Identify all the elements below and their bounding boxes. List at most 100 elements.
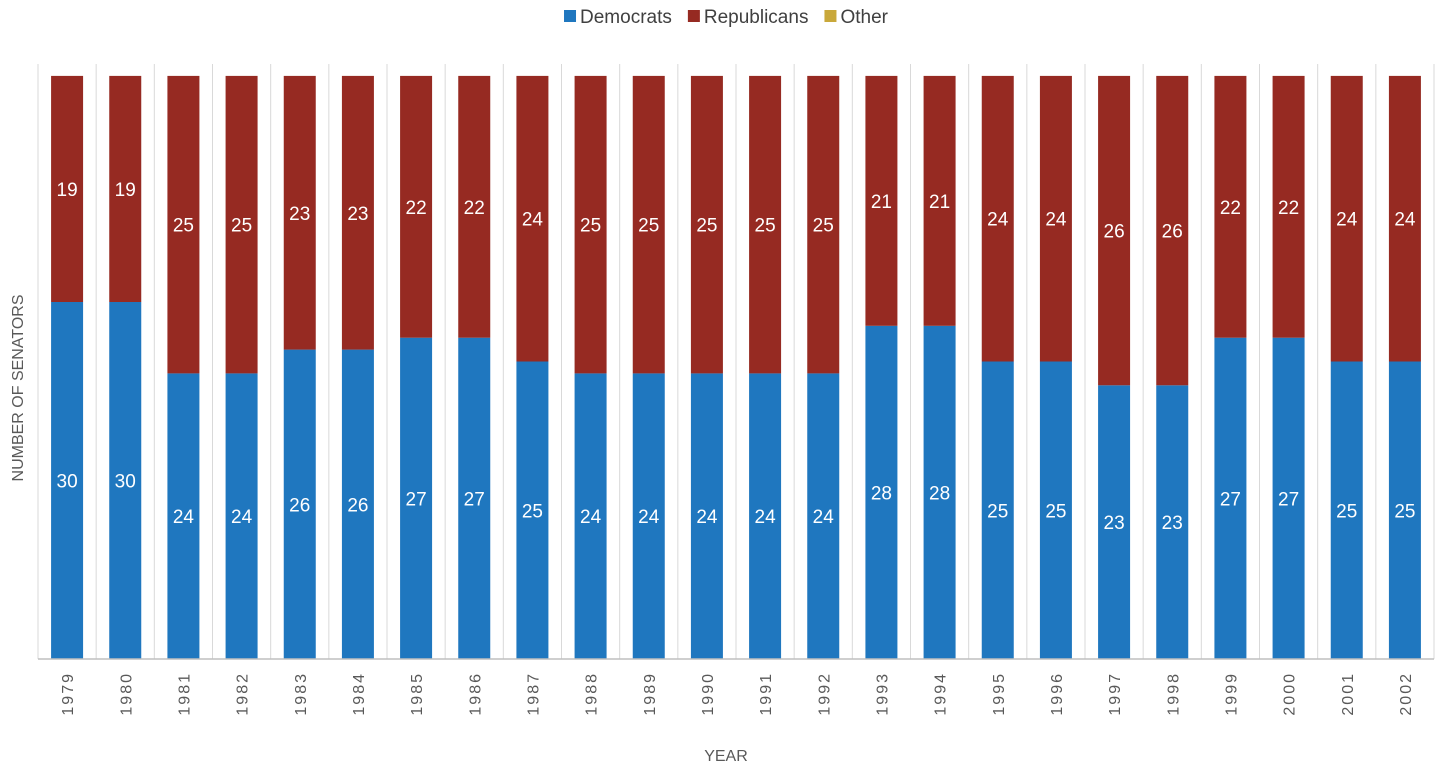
legend-swatch-republicans <box>687 10 700 22</box>
bar-democrats-1988 <box>574 373 607 659</box>
data-label-republicans-1989: 25 <box>638 216 659 237</box>
x-tick-label-1993: 1993 <box>874 672 891 716</box>
data-label-republicans-1988: 25 <box>580 216 601 237</box>
bar-republicans-1990 <box>690 75 723 374</box>
x-tick-label-1994: 1994 <box>933 672 950 716</box>
bar-republicans-1985 <box>400 75 433 338</box>
bar-democrats-1987 <box>516 361 549 659</box>
bar-democrats-1989 <box>632 373 665 659</box>
data-label-democrats-1990: 24 <box>696 507 718 528</box>
bar-democrats-1982 <box>225 373 258 659</box>
bar-republicans-1986 <box>458 75 491 338</box>
data-label-republicans-2000: 22 <box>1278 198 1299 219</box>
x-tick-label-1979: 1979 <box>60 672 77 716</box>
data-label-democrats-1981: 24 <box>173 507 195 528</box>
data-label-democrats-1993: 28 <box>871 483 892 504</box>
x-axis-title: YEAR <box>704 748 748 765</box>
x-tick-label-1986: 1986 <box>467 672 484 716</box>
data-label-republicans-1994: 21 <box>929 192 950 213</box>
x-tick-label-1984: 1984 <box>351 672 368 716</box>
data-label-republicans-1997: 26 <box>1104 222 1125 243</box>
data-label-democrats-1997: 23 <box>1104 513 1125 534</box>
bar-republicans-1998 <box>1156 75 1189 386</box>
bar-democrats-1998 <box>1156 385 1189 659</box>
bar-democrats-1994 <box>923 325 956 659</box>
x-tick-label-1997: 1997 <box>1107 672 1124 716</box>
data-label-democrats-2000: 27 <box>1278 489 1299 510</box>
legend-label-democrats: Democrats <box>580 7 672 28</box>
bar-democrats-1993 <box>865 325 898 659</box>
x-tick-label-1983: 1983 <box>293 672 310 716</box>
x-tick-label-2002: 2002 <box>1398 672 1415 716</box>
bar-democrats-2000 <box>1272 337 1305 659</box>
bar-republicans-1979 <box>51 75 84 303</box>
x-tick-label-1989: 1989 <box>642 672 659 716</box>
data-label-democrats-1996: 25 <box>1045 501 1066 522</box>
data-label-republicans-2002: 24 <box>1394 210 1416 231</box>
data-label-republicans-1992: 25 <box>813 216 834 237</box>
bar-republicans-1994 <box>923 75 956 326</box>
data-labels: 30 19 30 19 24 25 24 25 26 23 26 23 27 22 27 22 25 24 24 25… <box>57 180 1416 534</box>
data-label-republicans-1980: 19 <box>115 180 136 201</box>
bar-democrats-1983 <box>283 349 316 659</box>
data-label-republicans-1991: 25 <box>755 216 776 237</box>
data-label-republicans-1993: 21 <box>871 192 892 213</box>
legend-swatch-other <box>824 10 837 22</box>
bar-democrats-1996 <box>1039 361 1072 659</box>
legend-swatch-democrats <box>564 10 577 22</box>
bar-republicans-1997 <box>1098 75 1131 386</box>
data-label-democrats-1998: 23 <box>1162 513 1183 534</box>
bar-democrats-1985 <box>400 337 433 659</box>
bar-republicans-1991 <box>749 75 782 374</box>
x-tick-labels: 1979 1980 1981 1982 1983 1984 1985 1986 1987 1988… <box>60 672 1415 716</box>
data-label-republicans-1996: 24 <box>1045 210 1067 231</box>
bar-democrats-1997 <box>1098 385 1131 659</box>
data-label-democrats-2002: 25 <box>1394 501 1415 522</box>
x-tick-label-1991: 1991 <box>758 672 775 716</box>
bar-democrats-2001 <box>1330 361 1363 659</box>
x-tick-label-1985: 1985 <box>409 672 426 716</box>
data-label-republicans-1981: 25 <box>173 216 194 237</box>
x-tick-label-1999: 1999 <box>1223 672 1240 716</box>
legend-item-other: Other <box>824 7 889 28</box>
bars <box>51 75 1421 659</box>
data-label-republicans-1999: 22 <box>1220 198 1241 219</box>
data-label-republicans-2001: 24 <box>1336 210 1358 231</box>
data-label-democrats-1994: 28 <box>929 483 950 504</box>
x-tick-label-1981: 1981 <box>176 672 193 716</box>
data-label-republicans-1985: 22 <box>406 198 427 219</box>
bar-democrats-1986 <box>458 337 491 659</box>
x-tick-label-1992: 1992 <box>816 672 833 716</box>
data-label-republicans-1982: 25 <box>231 216 252 237</box>
x-tick-label-1998: 1998 <box>1165 672 1182 716</box>
x-tick-label-1987: 1987 <box>525 672 542 716</box>
data-label-democrats-1999: 27 <box>1220 489 1241 510</box>
bar-republicans-1993 <box>865 75 898 326</box>
bar-republicans-1984 <box>341 75 374 350</box>
bar-democrats-1984 <box>341 349 374 659</box>
bar-democrats-1980 <box>109 302 142 659</box>
bar-democrats-1999 <box>1214 337 1247 659</box>
bar-democrats-1995 <box>981 361 1014 659</box>
bar-democrats-1990 <box>690 373 723 659</box>
bar-democrats-1981 <box>167 373 200 659</box>
data-label-democrats-1986: 27 <box>464 489 485 510</box>
bar-republicans-2000 <box>1272 75 1305 338</box>
x-tick-label-1980: 1980 <box>118 672 135 716</box>
bar-republicans-1983 <box>283 75 316 350</box>
data-label-republicans-1986: 22 <box>464 198 485 219</box>
bar-democrats-1992 <box>807 373 840 659</box>
data-label-republicans-1983: 23 <box>289 204 310 225</box>
legend: Democrats Republicans Other <box>564 7 889 28</box>
data-label-republicans-1987: 24 <box>522 210 544 231</box>
data-label-democrats-1984: 26 <box>347 495 368 516</box>
x-tick-label-1995: 1995 <box>991 672 1008 716</box>
data-label-democrats-2001: 25 <box>1336 501 1357 522</box>
bar-republicans-2001 <box>1330 75 1363 362</box>
data-label-democrats-1985: 27 <box>406 489 427 510</box>
bar-republicans-1995 <box>981 75 1014 362</box>
bar-republicans-1989 <box>632 75 665 374</box>
data-label-democrats-1983: 26 <box>289 495 310 516</box>
bar-democrats-1991 <box>749 373 782 659</box>
